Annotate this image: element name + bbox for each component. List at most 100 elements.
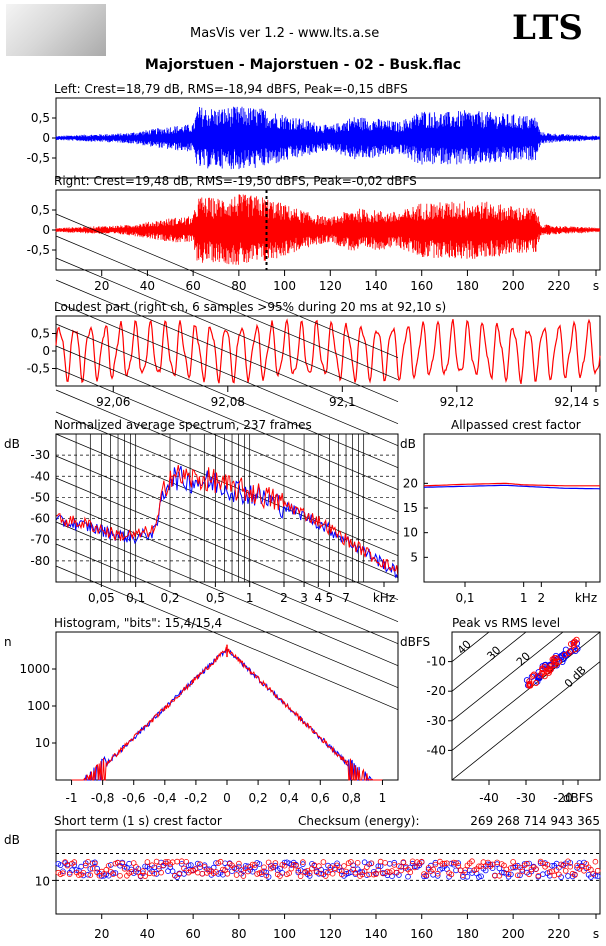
allpass_crest-title: Allpassed crest factor	[451, 418, 581, 432]
short_term_crest-point-right	[270, 864, 276, 870]
histogram-xtick-label: -0,6	[122, 791, 145, 805]
histogram-xtick-label: -1	[66, 791, 78, 805]
short_term_crest-point-right	[181, 865, 187, 872]
spectrum-slope-line	[55, 389, 399, 534]
short_term_crest-point-right	[162, 859, 169, 865]
short_term_crest-point-right	[510, 859, 516, 865]
histogram-ylabel: n	[4, 635, 12, 649]
short_term_crest-point-right	[224, 870, 231, 877]
peak_vs_rms-point-left	[559, 658, 566, 666]
spectrum-slope-line	[55, 213, 399, 358]
short_term_crest-point-right	[140, 868, 146, 874]
short_term_crest-point-right	[361, 868, 368, 874]
peak_vs_rms-point-right	[561, 651, 568, 658]
short_term_crest-point-right	[133, 864, 139, 870]
short_term_crest-point-right	[432, 861, 439, 868]
left_waveform-title: Left: Crest=18,79 dB, RMS=-18,94 dBFS, P…	[54, 82, 408, 96]
short_term_crest-point-right	[281, 862, 288, 869]
histogram-xtick-label: -0,2	[184, 791, 207, 805]
short_term_crest-point-right	[142, 873, 148, 879]
allpass_crest-xtick-label: kHz	[575, 591, 597, 605]
short_term_crest-point-right	[245, 868, 251, 875]
peak_vs_rms-point-right	[551, 654, 558, 662]
short_term_crest-point-right	[60, 870, 66, 876]
loudest_part-xtick-label: 92,12	[440, 395, 474, 409]
short_term_crest-point-right	[423, 872, 430, 878]
short_term_crest-point-right	[217, 858, 224, 865]
loudest_part-ytick-label: 0,5	[31, 327, 50, 341]
short_term_crest-point-right	[71, 859, 78, 865]
short_term_crest-point-left	[85, 871, 91, 878]
short_term_crest-point-right	[318, 870, 324, 877]
short_term_crest-point-right	[341, 863, 347, 869]
spectrum-xtick-label: 0,05	[88, 591, 115, 605]
left_waveform-ytick-label: -0,5	[27, 151, 50, 165]
spectrum-ylabel: dB	[4, 437, 20, 451]
short_term_crest-point-right	[517, 864, 523, 871]
short_term_crest-point-right	[535, 872, 542, 879]
app-title: MasVis ver 1.2 - www.lts.a.se	[190, 26, 380, 41]
short_term_crest-point-right	[263, 872, 270, 879]
short_term_crest-point-right	[80, 869, 87, 876]
right_waveform-xtick-label: 200	[502, 279, 525, 293]
right_waveform-ytick-label: 0,5	[31, 203, 50, 217]
spectrum-slope-line	[55, 279, 399, 424]
short_term_crest-point-left	[496, 865, 503, 872]
histogram-xtick-label: -0,8	[91, 791, 114, 805]
short_term_crest-point-right	[412, 864, 418, 871]
histogram-title: Histogram, "bits": 15,4/15,4	[54, 616, 222, 630]
short_term_crest-point-right	[128, 869, 135, 875]
peak_vs_rms-title: Peak vs RMS level	[452, 616, 560, 630]
spectrum-slope-line	[55, 521, 399, 666]
short_term_crest-point-left	[78, 863, 84, 870]
right_waveform-ytick-label: 0	[42, 223, 50, 237]
short_term_crest-point-right	[364, 864, 370, 870]
short_term_crest-point-right	[201, 864, 208, 870]
short_term_crest-point-right	[546, 869, 553, 875]
short_term_crest-point-left	[540, 871, 546, 877]
short_term_crest-point-right	[382, 859, 388, 866]
short_term_crest-ytick-label: 10	[35, 874, 50, 888]
short_term_crest-point-right	[66, 871, 73, 877]
allpass_crest-xtick-label: 0,1	[455, 591, 474, 605]
short_term_crest-point-left	[306, 873, 313, 879]
short_term_crest-point-right	[407, 869, 414, 875]
right_waveform-title: Right: Crest=19,48 dB, RMS=-19,50 dBFS, …	[54, 174, 417, 188]
spectrum-series-left	[56, 465, 398, 579]
short_term_crest-point-right	[144, 859, 151, 865]
spectrum-xtick-label: 4	[314, 591, 322, 605]
short_term_crest-point-right	[338, 871, 345, 878]
short_term_crest-point-left	[391, 859, 398, 866]
short_term_crest-point-right	[393, 869, 400, 876]
short_term_crest-point-right	[101, 870, 107, 877]
histogram-ytick-label: 100	[27, 699, 50, 713]
short_term_crest-point-left	[300, 861, 306, 867]
short_term_crest-point-right	[295, 867, 302, 874]
short_term_crest-xtick-label: 40	[140, 927, 155, 941]
allpass_crest-ytick-label: 10	[403, 526, 418, 540]
right_waveform-xtick-label: 160	[410, 279, 433, 293]
short_term_crest-point-right	[352, 869, 359, 876]
short_term_crest-point-right	[434, 870, 441, 877]
short_term_crest-point-right	[519, 868, 526, 875]
spectrum-slope-line	[55, 323, 399, 468]
short_term_crest-checksum-label: Checksum (energy):	[298, 814, 420, 828]
short_term_crest-point-right	[261, 864, 267, 871]
spectrum-xtick-label: 0,5	[206, 591, 225, 605]
short_term_crest-point-right	[526, 871, 532, 878]
short_term_crest-point-right	[354, 859, 361, 866]
histogram-xtick-label: 0,4	[280, 791, 299, 805]
peak_vs_rms-crest-line	[452, 632, 564, 722]
short_term_crest-xtick-label: 180	[456, 927, 479, 941]
right_waveform-ytick-label: -0,5	[27, 243, 50, 257]
short_term_crest-point-right	[455, 862, 462, 869]
spectrum-series-right	[56, 464, 398, 578]
short_term_crest-point-right	[505, 871, 512, 877]
left_waveform-series-left	[55, 106, 600, 170]
loudest_part-xtick-label: 92,14	[554, 395, 588, 409]
short_term_crest-point-right	[194, 869, 201, 876]
allpass_crest-ylabel: dB	[400, 437, 416, 451]
short_term_crest-point-left	[405, 873, 411, 880]
short_term_crest-point-right	[370, 871, 377, 878]
short_term_crest-point-right	[581, 867, 587, 874]
